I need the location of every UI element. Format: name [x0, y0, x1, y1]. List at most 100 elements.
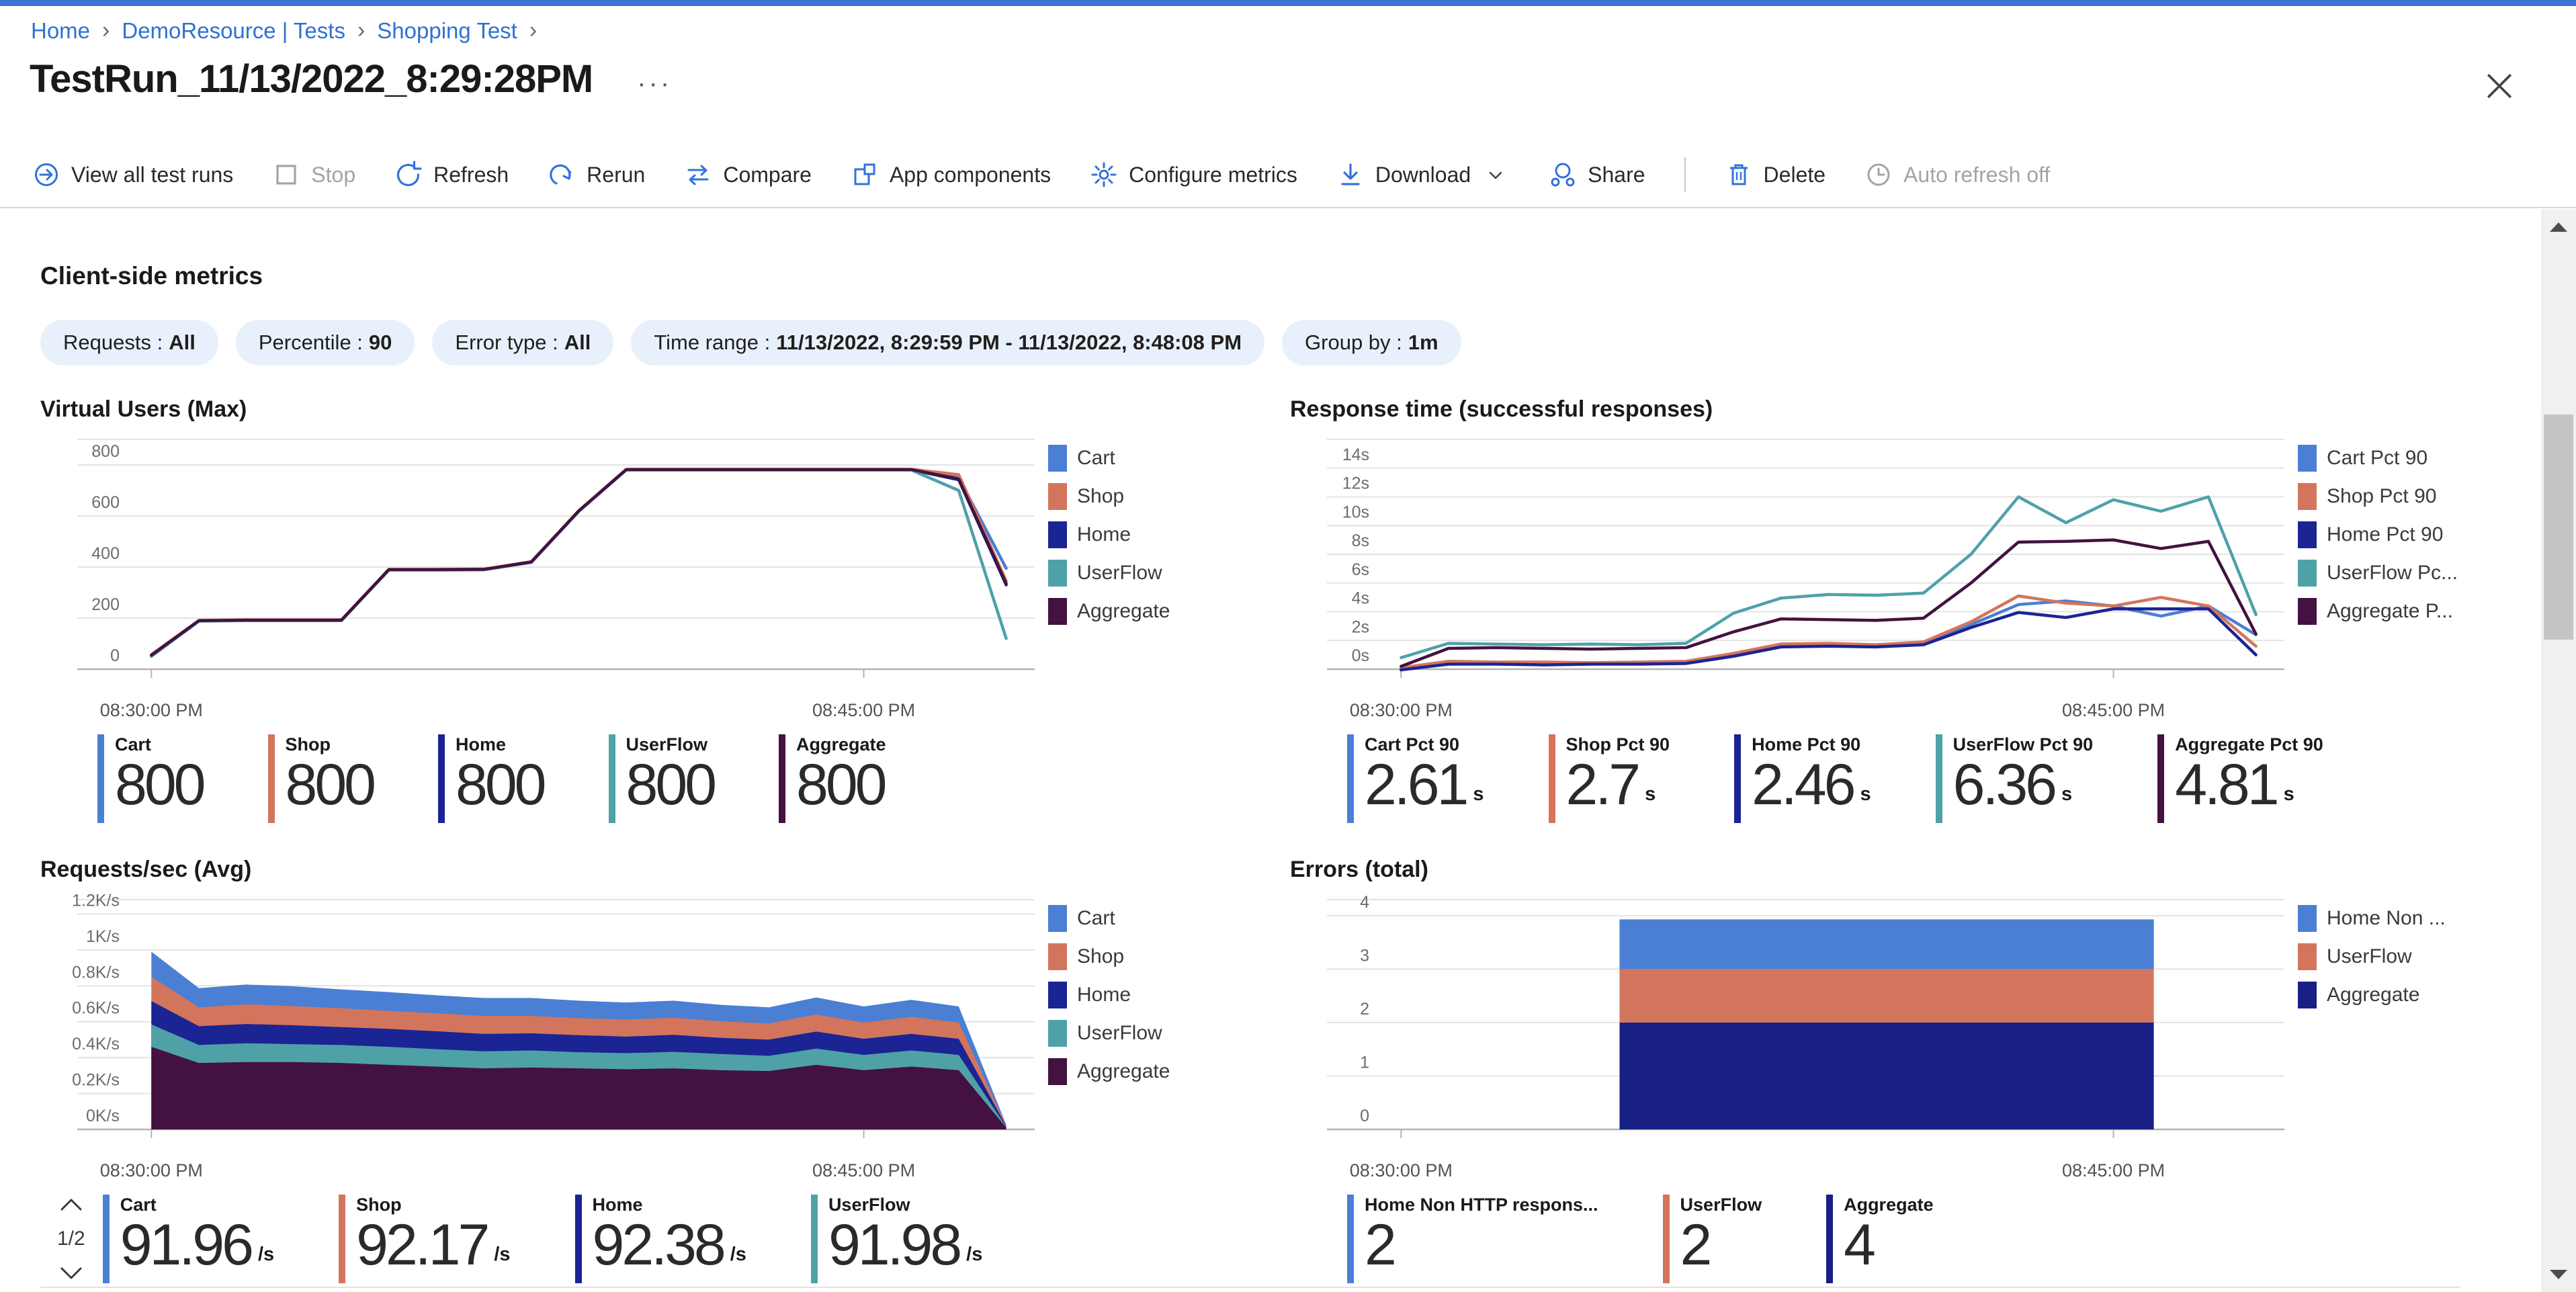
stats-pager: 1/2 [57, 1197, 85, 1281]
trash-icon [1725, 161, 1753, 189]
chart-stats-row: Cart 800 Shop 800 Home 800 UserFlow 800 Aggregat… [40, 734, 1203, 823]
x-axis-tick-label: 08:45:00 PM [2062, 700, 2165, 720]
scroll-down-icon[interactable] [2541, 1260, 2576, 1289]
stat-label: Shop [356, 1195, 402, 1215]
toolbar-button-share[interactable]: Share [1549, 161, 1645, 189]
bar-segment-home-non-http-responses [1619, 919, 2154, 970]
stat-value: 92.38 [592, 1213, 726, 1277]
legend-item-userflow[interactable]: UserFlow [2298, 943, 2452, 970]
toolbar-button-delete[interactable]: Delete [1725, 161, 1826, 189]
filter-pill-time-range-[interactable]: Time range :11/13/2022, 8:29:59 PM - 11/… [631, 320, 1265, 365]
scrollbar-thumb[interactable] [2544, 415, 2573, 640]
stat-label: Aggregate [1844, 1195, 1934, 1215]
filter-label: Group by : [1305, 331, 1402, 354]
vertical-scrollbar[interactable] [2541, 210, 2576, 1292]
breadcrumb-link-1[interactable]: Home [31, 17, 91, 43]
stat-label: Home Pct 90 [1752, 734, 1861, 755]
y-axis-tick-label: 200 [91, 595, 120, 614]
filter-value: All [564, 331, 591, 354]
x-axis-tick-label: 08:30:00 PM [1350, 700, 1453, 720]
scroll-up-icon[interactable] [2541, 212, 2576, 242]
legend-item-userflow-pc-[interactable]: UserFlow Pc... [2298, 560, 2458, 587]
legend-label: Shop Pct 90 [2327, 485, 2437, 507]
legend-item-cart[interactable]: Cart [1048, 445, 1203, 472]
filter-pill-error-type-[interactable]: Error type : All [432, 320, 614, 365]
legend-item-shop-pct-90[interactable]: Shop Pct 90 [2298, 483, 2452, 510]
close-icon[interactable] [2481, 67, 2518, 105]
series-line-userflow [150, 468, 1008, 658]
app-components-icon [851, 161, 879, 189]
series-line-shop-pct-90 [1400, 594, 2258, 670]
x-axis-tick-label: 08:45:00 PM [812, 700, 915, 720]
toolbar-button-label: Configure metrics [1129, 162, 1297, 187]
toolbar-button-app-components[interactable]: App components [851, 161, 1051, 189]
more-options-button[interactable]: ··· [637, 69, 673, 98]
legend-item-shop[interactable]: Shop [1048, 483, 1203, 510]
stat-unit: /s [966, 1244, 983, 1266]
stat-label: Cart Pct 90 [1365, 734, 1460, 755]
filter-pill-group-by-[interactable]: Group by : 1m [1282, 320, 1461, 365]
breadcrumb-chevron-icon: › [529, 17, 538, 43]
legend-item-cart[interactable]: Cart [1048, 905, 1203, 932]
legend-item-aggregate[interactable]: Aggregate [1048, 1058, 1203, 1085]
legend-label: Home [1077, 984, 1131, 1006]
stat-value: 800 [626, 752, 717, 817]
filter-pill-percentile-[interactable]: Percentile :90 [235, 320, 415, 365]
stat-unit: /s [494, 1244, 511, 1266]
legend-label: UserFlow Pc... [2327, 562, 2458, 584]
stat-home-pct-90: Home Pct 90 2.46 s [1734, 734, 1871, 823]
stat-value: 800 [115, 752, 206, 817]
legend-item-aggregate[interactable]: Aggregate [2298, 982, 2452, 1008]
stat-unit: s [1645, 783, 1656, 806]
legend-item-userflow[interactable]: UserFlow [1048, 560, 1203, 587]
legend-label: Home [1077, 523, 1131, 546]
stat-aggregate-pct-90: Aggregate Pct 90 4.81 s [2157, 734, 2323, 823]
chart-card-virtual-users: Virtual Users (Max) 0 200 400 600 800 08:30:00… [40, 396, 1203, 823]
legend-item-home[interactable]: Home [1048, 521, 1203, 548]
stat-unit: s [1860, 783, 1871, 806]
x-axis-tick-label: 08:30:00 PM [100, 1160, 203, 1180]
toolbar-button-compare[interactable]: Compare [684, 161, 812, 189]
breadcrumb-link-3[interactable]: Shopping Test [377, 17, 517, 43]
y-axis-tick-label: 1.2K/s [72, 891, 120, 910]
legend-item-shop[interactable]: Shop [1048, 943, 1203, 970]
y-axis-tick-label: 2 [1360, 1000, 1369, 1019]
pager-down-icon[interactable] [60, 1266, 83, 1281]
filter-label: Error type : [455, 331, 558, 354]
filter-value: 1m [1408, 331, 1439, 354]
y-axis-tick-label: 6s [1352, 560, 1369, 579]
legend-label: UserFlow [1077, 562, 1162, 584]
stat-value: 2.61 [1365, 752, 1469, 817]
legend-label: Cart [1077, 447, 1115, 469]
y-axis-tick-label: 0.8K/s [72, 963, 120, 982]
toolbar-button-configure-metrics[interactable]: Configure metrics [1090, 161, 1297, 189]
y-axis-tick-label: 400 [91, 544, 120, 563]
legend-item-home-non-[interactable]: Home Non ... [2298, 905, 2452, 932]
toolbar-button-label: Share [1588, 162, 1645, 187]
series-line-shop [150, 468, 1008, 656]
legend-item-userflow[interactable]: UserFlow [1048, 1020, 1203, 1047]
legend-swatch [1048, 943, 1067, 970]
toolbar-button-rerun[interactable]: Rerun [548, 161, 645, 189]
legend-label: Home Pct 90 [2327, 523, 2444, 546]
toolbar-button-refresh[interactable]: Refresh [394, 161, 509, 189]
legend-item-aggregate-p-[interactable]: Aggregate P... [2298, 598, 2453, 625]
legend-swatch [2298, 445, 2317, 472]
breadcrumb-link-2[interactable]: DemoResource | Tests [122, 17, 345, 43]
bottom-divider [40, 1287, 2460, 1288]
series-line-aggregate-pct-90 [1400, 538, 2258, 668]
legend-label: Shop [1077, 485, 1125, 507]
legend-item-home[interactable]: Home [1048, 982, 1203, 1008]
pager-up-icon[interactable] [60, 1197, 83, 1212]
area-series-aggregate [151, 1047, 1006, 1129]
stat-home: Home 92.38/s [574, 1195, 746, 1283]
stat-label: Home [456, 734, 507, 755]
legend-item-aggregate[interactable]: Aggregate [1048, 598, 1203, 625]
legend-item-home-pct-90[interactable]: Home Pct 90 [2298, 521, 2452, 548]
legend-label: UserFlow [2327, 945, 2412, 967]
toolbar-button-download[interactable]: Download [1336, 161, 1510, 189]
legend-swatch [1048, 1020, 1067, 1047]
legend-item-cart-pct-90[interactable]: Cart Pct 90 [2298, 445, 2452, 472]
filter-pill-requests-[interactable]: Requests : All [40, 320, 218, 365]
toolbar-button-view-all-test-runs[interactable]: View all test runs [32, 161, 233, 189]
